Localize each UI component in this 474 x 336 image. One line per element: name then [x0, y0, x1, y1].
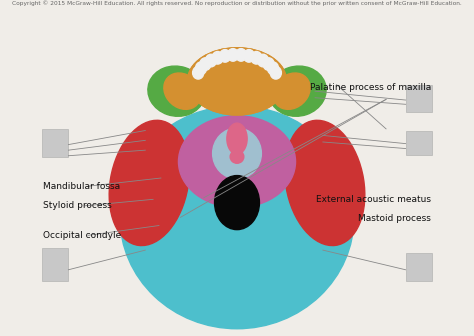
Ellipse shape	[227, 123, 247, 154]
Text: Styloid process: Styloid process	[43, 201, 111, 210]
Ellipse shape	[273, 73, 310, 109]
Text: Copyright © 2015 McGraw-Hill Education. All rights reserved. No reproduction or : Copyright © 2015 McGraw-Hill Education. …	[12, 0, 462, 6]
Text: Palatine process of maxilla: Palatine process of maxilla	[310, 83, 431, 92]
FancyBboxPatch shape	[406, 85, 432, 113]
Ellipse shape	[228, 49, 238, 61]
FancyBboxPatch shape	[406, 130, 432, 155]
Text: Occipital condyle: Occipital condyle	[43, 231, 121, 240]
Ellipse shape	[212, 51, 223, 64]
Ellipse shape	[148, 66, 205, 116]
Ellipse shape	[213, 128, 261, 179]
Ellipse shape	[215, 176, 259, 229]
Ellipse shape	[236, 49, 246, 61]
Text: Mandibular fossa: Mandibular fossa	[43, 182, 120, 191]
Ellipse shape	[285, 120, 365, 246]
Text: Mastoid process: Mastoid process	[358, 214, 431, 223]
Text: External acoustic meatus: External acoustic meatus	[316, 195, 431, 204]
Ellipse shape	[270, 67, 282, 79]
FancyBboxPatch shape	[406, 253, 432, 281]
Ellipse shape	[243, 49, 255, 62]
Ellipse shape	[219, 49, 231, 62]
Ellipse shape	[195, 62, 207, 75]
Ellipse shape	[109, 120, 189, 246]
Ellipse shape	[207, 55, 267, 98]
Ellipse shape	[200, 58, 211, 70]
Ellipse shape	[192, 67, 204, 79]
Ellipse shape	[205, 54, 217, 67]
FancyBboxPatch shape	[42, 129, 68, 157]
Ellipse shape	[164, 73, 201, 109]
FancyBboxPatch shape	[42, 248, 68, 281]
Ellipse shape	[257, 54, 269, 67]
Ellipse shape	[251, 51, 262, 64]
Ellipse shape	[230, 150, 244, 163]
Ellipse shape	[263, 58, 274, 70]
Ellipse shape	[120, 106, 354, 329]
Ellipse shape	[267, 62, 279, 75]
Ellipse shape	[187, 48, 287, 115]
Ellipse shape	[187, 48, 287, 115]
Ellipse shape	[179, 116, 295, 208]
Ellipse shape	[269, 66, 326, 116]
